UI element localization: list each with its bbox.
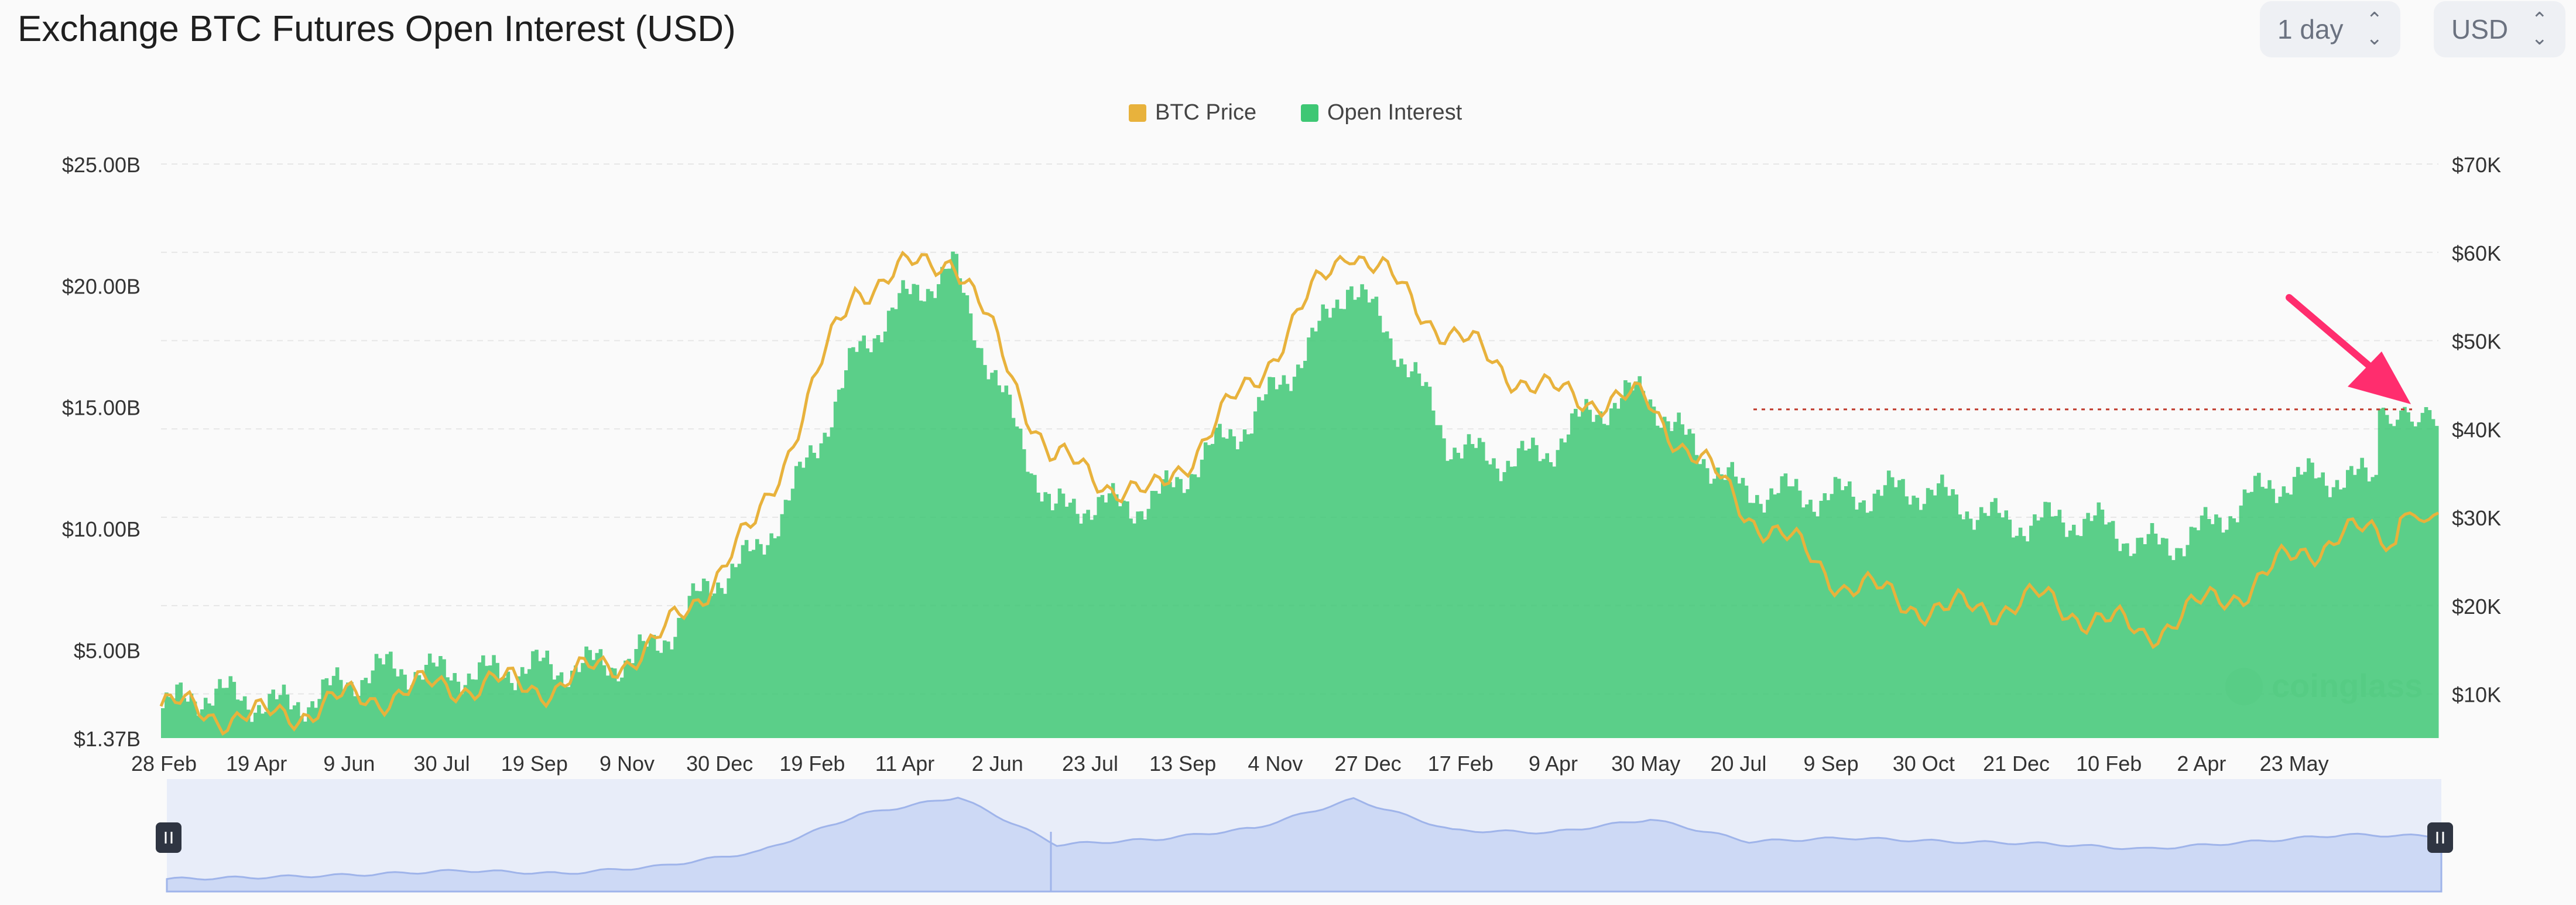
arrow-icon [2286, 294, 2383, 378]
legend-label: BTC Price [1155, 100, 1256, 125]
navigator-left-handle[interactable] [156, 822, 181, 853]
left-axis-ticks: $1.37B $5.00B $10.00B $15.00B $20.00B $25.00B [62, 153, 141, 751]
right-axis-ticks: $10K $20K $30K $40K $50K $60K $70K [2452, 153, 2501, 707]
x-axis-tick-label: 10 Feb [2076, 752, 2142, 776]
right-axis-tick-label: $20K [2452, 595, 2501, 619]
left-axis-tick-label: $20.00B [62, 274, 141, 298]
open-interest-bars [161, 251, 2439, 738]
right-axis-tick-label: $30K [2452, 506, 2501, 530]
right-axis-tick-label: $60K [2452, 241, 2501, 265]
interval-select-value: 1 day [2277, 14, 2344, 45]
x-axis-tick-label: 30 Oct [1893, 752, 1955, 776]
arrow-head-icon [2348, 351, 2411, 404]
currency-select-value: USD [2451, 14, 2509, 45]
right-axis-tick-label: $10K [2452, 683, 2501, 707]
x-axis-tick-label: 9 Jun [323, 752, 375, 776]
x-axis-tick-label: 13 Sep [1149, 752, 1216, 776]
x-axis-tick-label: 9 Sep [1804, 752, 1859, 776]
left-axis-tick-label: $15.00B [62, 396, 141, 420]
left-axis-tick-label: $25.00B [62, 153, 141, 177]
x-axis-tick-label: 19 Feb [779, 752, 845, 776]
legend-swatch [1301, 104, 1318, 122]
x-axis-tick-label: 2 Jun [972, 752, 1023, 776]
x-axis-tick-label: 30 Jul [414, 752, 470, 776]
chart-title: Exchange BTC Futures Open Interest (USD) [18, 9, 736, 49]
updown-chevron-icon: ⌃ ⌄ [2366, 9, 2383, 49]
x-axis-tick-label: 2 Apr [2177, 752, 2226, 776]
legend-label: Open Interest [1327, 100, 1462, 125]
x-axis-tick-label: 19 Sep [501, 752, 568, 776]
interval-select[interactable]: 1 day ⌃ ⌄ [2260, 1, 2400, 57]
range-navigator[interactable] [156, 779, 2453, 893]
x-axis-tick-label: 19 Apr [226, 752, 287, 776]
x-axis-tick-label: 11 Apr [875, 752, 934, 776]
x-axis-tick-label: 21 Dec [1983, 752, 2050, 776]
left-axis-tick-label: $5.00B [74, 638, 141, 662]
x-axis-tick-label: 9 Nov [600, 752, 655, 776]
series-open-interest-bar [161, 251, 2439, 738]
x-axis-tick-label: 9 Apr [1529, 752, 1578, 776]
x-axis-tick-label: 17 Feb [1428, 752, 1493, 776]
left-axis-tick-label: $1.37B [74, 727, 141, 751]
x-axis-tick-label: 23 May [2260, 752, 2329, 776]
legend-swatch [1129, 104, 1146, 122]
navigator-area [166, 797, 2443, 893]
left-axis-tick-label: $10.00B [62, 517, 141, 541]
right-axis-tick-label: $40K [2452, 418, 2501, 442]
chart-legend: BTC Price Open Interest [1129, 100, 1462, 125]
x-axis-tick-label: 20 Jul [1710, 752, 1766, 776]
navigator-right-handle[interactable] [2427, 822, 2453, 853]
x-axis-tick-label: 27 Dec [1335, 752, 1402, 776]
series-btc-price-line [159, 250, 2440, 736]
right-axis-tick-label: $50K [2452, 330, 2501, 354]
x-axis-tick-label: 28 Feb [131, 752, 197, 776]
x-axis-tick-label: 30 Dec [686, 752, 753, 776]
annotations [1753, 294, 2412, 411]
x-axis-tick-label: 4 Nov [1248, 752, 1303, 776]
x-axis-ticks: 28 Feb 19 Apr 9 Jun 30 Jul 19 Sep 9 Nov 30 Dec… [131, 752, 2329, 776]
currency-select[interactable]: USD ⌃ ⌄ [2434, 1, 2565, 57]
x-axis-tick-label: 30 May [1611, 752, 1680, 776]
right-axis-tick-label: $70K [2452, 153, 2501, 177]
x-axis-tick-label: 23 Jul [1062, 752, 1118, 776]
updown-chevron-icon: ⌃ ⌄ [2531, 9, 2548, 49]
